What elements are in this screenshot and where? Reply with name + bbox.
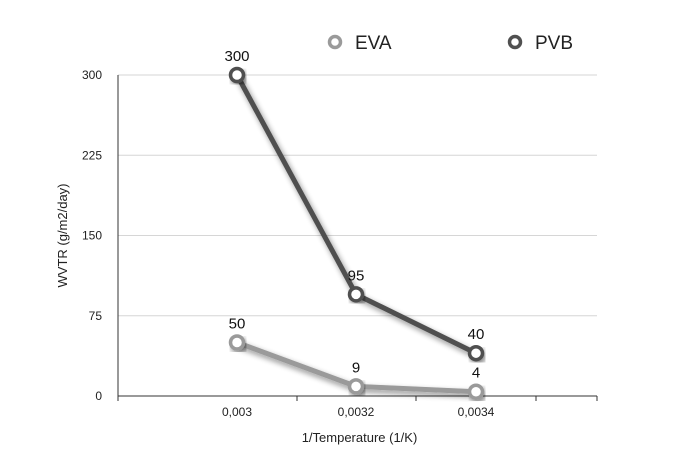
x-tick-label: 0,003 [222, 405, 252, 419]
data-label: 300 [224, 48, 249, 65]
legend-label: EVA [355, 33, 392, 54]
y-tick-label: 75 [89, 309, 103, 323]
x-tick-label: 0,0034 [458, 405, 495, 419]
data-label: 95 [348, 267, 365, 284]
series-pvb: 300 95 40 [224, 48, 485, 362]
series-eva: 50 9 4 [228, 316, 485, 400]
legend: EVA PVB [327, 33, 573, 54]
axes: 0 75 150 225 300 0,003 0,0032 0,0034 [82, 68, 598, 419]
legend-marker [327, 34, 343, 50]
legend-marker [507, 34, 523, 50]
legend-item-pvb: PVB [507, 33, 573, 54]
x-axis-title: 1/Temperature (1/K) [302, 430, 418, 445]
data-point [467, 344, 485, 362]
y-tick-label: 150 [82, 229, 102, 243]
x-tick-label: 0,0032 [338, 405, 375, 419]
data-label: 40 [468, 326, 485, 343]
y-tick-label: 300 [82, 68, 102, 82]
legend-label: PVB [535, 33, 573, 54]
data-point [347, 286, 365, 303]
data-point [228, 66, 246, 84]
data-point [467, 383, 485, 400]
data-label: 4 [472, 365, 480, 382]
y-tick-label: 0 [95, 389, 102, 403]
gridlines [118, 74, 597, 317]
data-point [347, 378, 365, 395]
legend-item-eva: EVA [327, 33, 392, 54]
series-group: 50 9 4 300 95 40 [224, 48, 485, 400]
y-axis-title: WVTR (g/m2/day) [55, 183, 70, 287]
data-label: 50 [229, 316, 246, 333]
data-label: 9 [352, 359, 360, 376]
y-tick-label: 225 [82, 148, 102, 162]
series-line [234, 72, 479, 356]
data-point [228, 334, 246, 351]
